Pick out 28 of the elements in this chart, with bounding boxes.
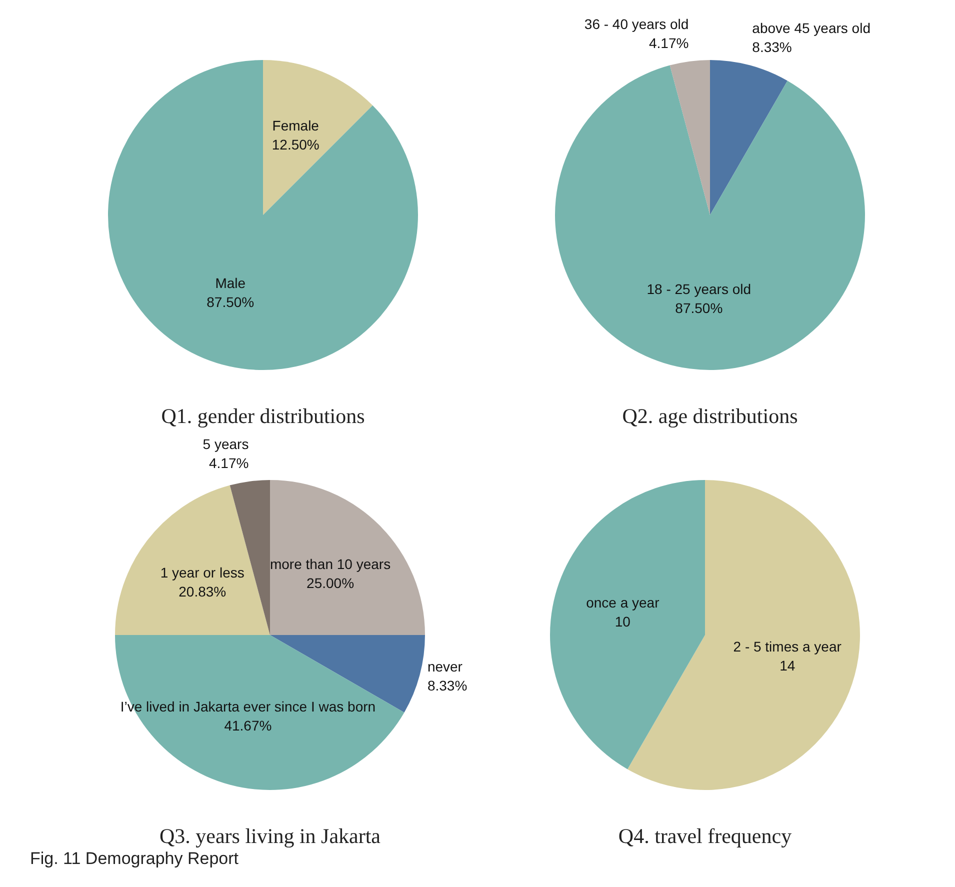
text: Q3. years living in Jakarta — [158, 824, 382, 849]
caption: Fig. 11 Demography Report — [30, 849, 239, 869]
slice-label: more than 10 years — [270, 556, 391, 572]
text: Q1. gender distributions — [160, 404, 366, 429]
slice-label: 18 - 25 years old — [646, 280, 752, 297]
text: Q2. age distributions — [621, 404, 799, 429]
data-label: 20.83% — [178, 583, 226, 600]
slice-label: 36 - 40 years old — [584, 16, 689, 32]
slice-label: Male — [215, 275, 246, 292]
data-label: 87.50% — [675, 300, 723, 316]
data-label: 41.67% — [224, 718, 272, 734]
data-label: 4.17% — [209, 454, 249, 471]
data-label: 12.50% — [272, 136, 320, 153]
data-label: 8.33% — [427, 678, 468, 694]
slice-label: 1 year or less — [160, 564, 244, 580]
slice-label: 2 - 5 times a year — [733, 638, 842, 654]
data-label: 14 — [780, 657, 796, 674]
text: Q4. travel frequency — [617, 824, 793, 849]
data-label: 87.50% — [206, 294, 254, 310]
data-label: 4.17% — [649, 34, 689, 51]
data-label: 25.00% — [306, 575, 354, 592]
data-label: 10 — [614, 613, 631, 630]
slice-label: above 45 years old — [752, 20, 870, 36]
data-label: 8.33% — [752, 38, 792, 55]
slice-label: 5 years — [202, 436, 249, 452]
slice-label: never — [427, 658, 463, 675]
slice-label: Female — [272, 118, 320, 134]
slice-label: once a year — [586, 594, 660, 610]
